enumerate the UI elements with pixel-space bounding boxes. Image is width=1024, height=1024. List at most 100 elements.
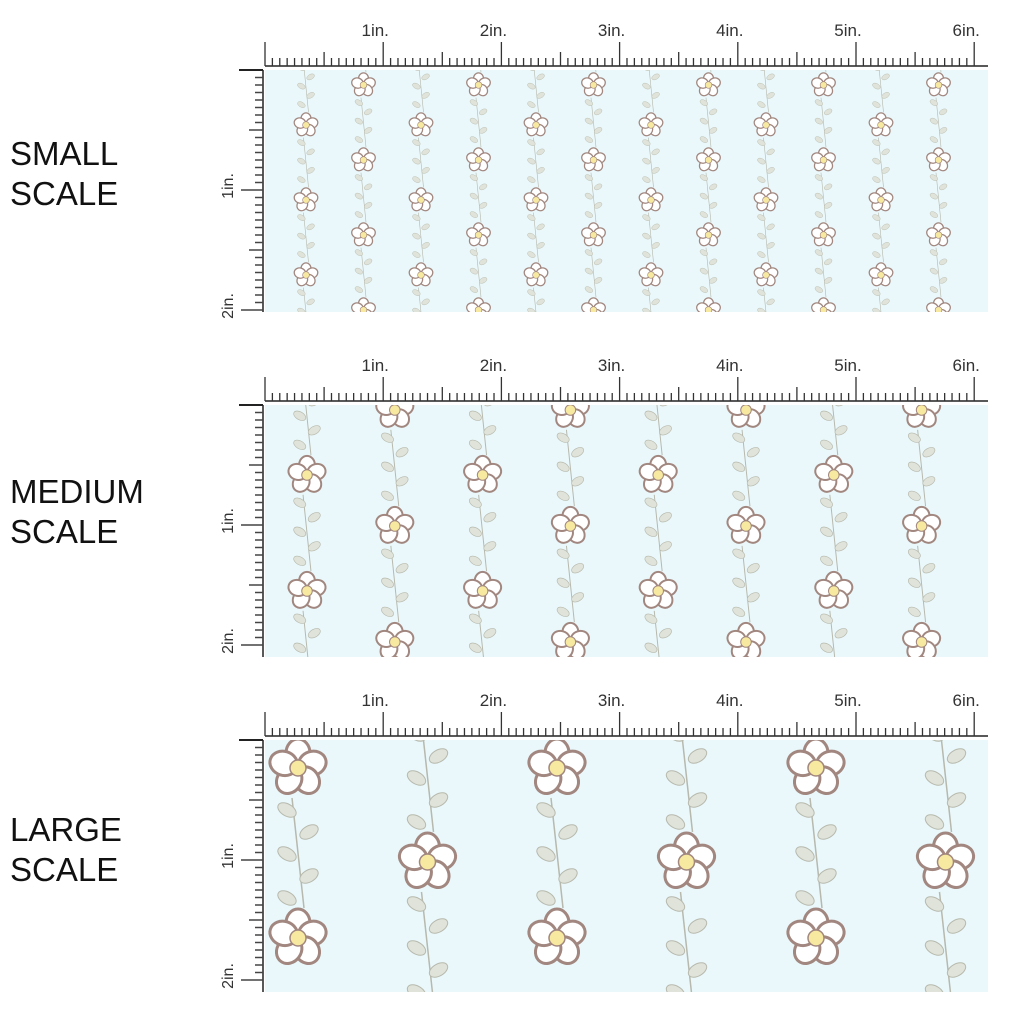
daisy-flower [463, 454, 503, 493]
leaf-vine [584, 247, 603, 298]
ruler-label: 3in. [598, 21, 625, 40]
daisy-flower [293, 262, 319, 287]
daisy-flower [811, 297, 836, 312]
leaf-vine [642, 70, 660, 113]
leaf-vine [293, 405, 321, 456]
daisy-flower [463, 570, 503, 609]
daisy-flower [696, 147, 721, 172]
ruler-label: 2in. [480, 691, 507, 710]
leaf-vine [642, 212, 660, 263]
daisy-flower [375, 621, 415, 657]
ruler-label: 6in. [952, 356, 979, 375]
leaf-vine [293, 494, 321, 572]
leaf-vine [412, 212, 430, 263]
daisy-flower [902, 621, 942, 657]
daisy-flower [523, 262, 549, 287]
daisy-flower [753, 187, 779, 212]
ruler-label: 1in. [220, 508, 237, 534]
leaf-vine [469, 172, 488, 223]
leaf-vine [584, 97, 603, 148]
ruler-label: 5in. [834, 21, 861, 40]
daisy-flower [753, 112, 779, 137]
daisy-flower [351, 297, 376, 312]
leaf-vine [644, 494, 672, 572]
daisy-flower [868, 262, 894, 287]
daisy-flower [466, 297, 491, 312]
ruler-label: 4in. [716, 691, 743, 710]
daisy-flower [527, 907, 587, 965]
daisy-flower [638, 454, 678, 493]
daisy-flower [915, 831, 976, 889]
leaf-vine [468, 494, 497, 572]
leaf-vine [527, 137, 545, 188]
top-ruler: 1in. 2in. 3in. 4in. 5in. 6in. [264, 356, 988, 402]
fabric-background [265, 740, 988, 992]
leaf-vine [872, 137, 890, 188]
leaf-vine [929, 247, 948, 298]
daisy-flower [753, 262, 779, 287]
daisy-flower [638, 262, 664, 287]
leaf-vine [820, 494, 848, 572]
leaf-vine [820, 610, 848, 657]
daisy-flower [287, 454, 327, 493]
leaf-vine [814, 247, 833, 298]
label-line: SCALE [10, 851, 119, 888]
daisy-flower [814, 570, 854, 609]
fabric-panel-small: 1in. 2in. 3in. 4in. 5in. 6in. 1in. 2in. [220, 21, 988, 319]
fabric-panel-large: 1in. 2in. 3in. 4in. 5in. 6in. 1in. 2in. [220, 691, 988, 992]
leaf-vine [699, 97, 718, 148]
leaf-vine [469, 97, 488, 148]
daisy-flower [581, 222, 606, 247]
side-ruler: 1in. 2in. [220, 739, 264, 992]
daisy-flower [696, 222, 721, 247]
leaf-vine [469, 247, 488, 298]
ruler-label: 2in. [220, 628, 237, 654]
daisy-flower [811, 222, 836, 247]
leaf-vine [277, 797, 319, 909]
daisy-flower [638, 570, 678, 609]
daisy-flower [638, 112, 664, 137]
daisy-flower [926, 222, 951, 247]
daisy-flower [293, 187, 319, 212]
daisy-flower [902, 505, 942, 544]
daisy-flower [550, 621, 590, 657]
leaf-vine [924, 891, 967, 992]
ruler-label: 2in. [220, 963, 237, 989]
daisy-flower [811, 72, 836, 97]
daisy-flower [523, 187, 549, 212]
ruler-label: 1in. [220, 843, 237, 869]
leaf-vine [556, 429, 585, 507]
ruler-label: 6in. [952, 691, 979, 710]
leaf-vine [814, 172, 833, 223]
daisy-flower [926, 72, 951, 97]
daisy-flower [926, 147, 951, 172]
ruler-label: 5in. [834, 691, 861, 710]
daisy-flower [375, 405, 415, 428]
daisy-flower [351, 147, 376, 172]
leaf-vine [354, 172, 373, 223]
daisy-flower [814, 454, 854, 493]
top-ruler: 1in. 2in. 3in. 4in. 5in. 6in. [264, 691, 988, 737]
ruler-label: 1in. [220, 173, 237, 199]
daisy-flower [527, 740, 587, 795]
leaf-vine [814, 97, 833, 148]
fabric-background [265, 70, 988, 312]
label-line: SCALE [10, 513, 119, 550]
ruler-label: 2in. [480, 21, 507, 40]
top-ruler: 1in. 2in. 3in. 4in. 5in. 6in. [264, 21, 988, 67]
label-line: MEDIUM [10, 473, 144, 510]
small-scale-label: SMALL SCALE [10, 134, 118, 214]
leaf-vine [406, 740, 449, 833]
daisy-flower [523, 112, 549, 137]
daisy-flower [726, 621, 766, 657]
ruler-label: 1in. [361, 691, 388, 710]
daisy-flower [696, 297, 721, 312]
leaf-vine [381, 545, 409, 623]
leaf-vine [825, 70, 827, 73]
leaf-vine [872, 70, 890, 113]
daisy-flower [868, 112, 894, 137]
leaf-vine [556, 545, 585, 623]
leaf-vine [757, 70, 775, 113]
leaf-vine [412, 287, 430, 312]
